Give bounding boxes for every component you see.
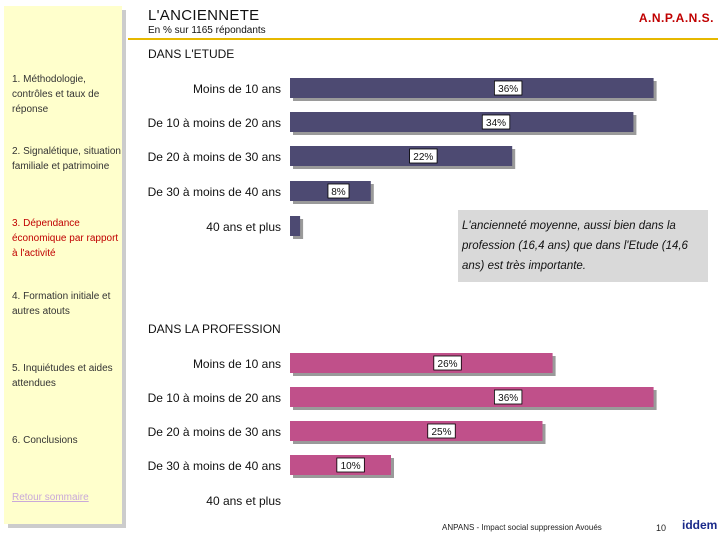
value-label-box — [494, 389, 523, 405]
value-label: 34% — [486, 118, 506, 129]
bar — [290, 353, 553, 373]
category-label: Moins de 10 ans — [193, 82, 281, 96]
bar-shadow — [293, 458, 394, 478]
bar — [290, 455, 391, 475]
bar-shadow — [293, 81, 657, 101]
back-to-summary-link[interactable]: Retour sommaire — [12, 492, 89, 503]
bar — [290, 146, 513, 166]
bar-shadow — [293, 390, 657, 410]
category-label: Moins de 10 ans — [193, 357, 281, 371]
sidebar: 1. Méthodologie, contrôles et taux de ré… — [4, 6, 122, 524]
page-number: 10 — [656, 523, 667, 533]
title-divider — [128, 38, 718, 40]
bar-shadow — [293, 219, 304, 239]
bar-shadow — [293, 184, 374, 204]
value-label-box — [336, 457, 365, 473]
bar — [290, 112, 634, 132]
page-subtitle: En % sur 1165 répondants — [148, 25, 266, 36]
category-label: 40 ans et plus — [206, 220, 281, 234]
category-label: De 10 à moins de 20 ans — [148, 391, 281, 405]
brand-label: A.N.P.A.N.S. — [638, 11, 714, 25]
sidebar-item-inquietudes[interactable]: 5. Inquiétudes et aides attendues — [12, 363, 113, 389]
category-label: 40 ans et plus — [206, 494, 281, 508]
footer-text: ANPANS - Impact social suppression Avoué… — [442, 523, 602, 532]
value-label-box — [433, 355, 462, 371]
bar — [290, 78, 654, 98]
value-label: 8% — [331, 187, 346, 198]
bar-shadow — [293, 356, 556, 376]
category-label: De 10 à moins de 20 ans — [148, 116, 281, 130]
bar — [290, 421, 543, 441]
note-text: L'ancienneté moyenne, aussi bien dans la… — [462, 220, 688, 272]
sidebar-item-signaletique[interactable]: 2. Signalétique, situation familiale et … — [12, 146, 121, 172]
value-label: 36% — [498, 84, 518, 95]
chart-title-profession: DANS LA PROFESSION — [148, 322, 281, 336]
value-label: 22% — [413, 152, 433, 163]
sidebar-item-methodologie[interactable]: 1. Méthodologie, contrôles et taux de ré… — [12, 74, 100, 115]
value-label: 25% — [431, 427, 451, 438]
bar-shadow — [293, 424, 546, 444]
iddem-logo: iddem — [682, 518, 718, 532]
bar-shadow — [293, 149, 516, 169]
category-label: De 20 à moins de 30 ans — [148, 425, 281, 439]
sidebar-item-conclusions[interactable]: 6. Conclusions — [12, 435, 78, 446]
value-label-box — [481, 114, 511, 130]
bar-shadow — [293, 115, 637, 135]
sidebar-item-dependance[interactable]: 3. Dépendance économique par rapport à l… — [12, 218, 119, 259]
page-title: L'ANCIENNETE — [148, 7, 260, 24]
value-label-box — [494, 80, 523, 96]
bar — [290, 387, 654, 407]
bar — [290, 216, 301, 236]
bar — [290, 181, 371, 201]
value-label-box — [427, 423, 456, 439]
value-label: 26% — [438, 359, 458, 370]
category-label: De 30 à moins de 40 ans — [148, 185, 281, 199]
sidebar-item-formation[interactable]: 4. Formation initiale et autres atouts — [12, 291, 111, 317]
value-label-box — [327, 183, 350, 199]
chart-title-etude: DANS L'ETUDE — [148, 47, 235, 61]
category-label: De 30 à moins de 40 ans — [148, 459, 281, 473]
category-label: De 20 à moins de 30 ans — [148, 150, 281, 164]
note-box — [458, 210, 708, 282]
value-label: 36% — [498, 393, 518, 404]
value-label-box — [409, 148, 438, 164]
value-label: 10% — [341, 461, 361, 472]
